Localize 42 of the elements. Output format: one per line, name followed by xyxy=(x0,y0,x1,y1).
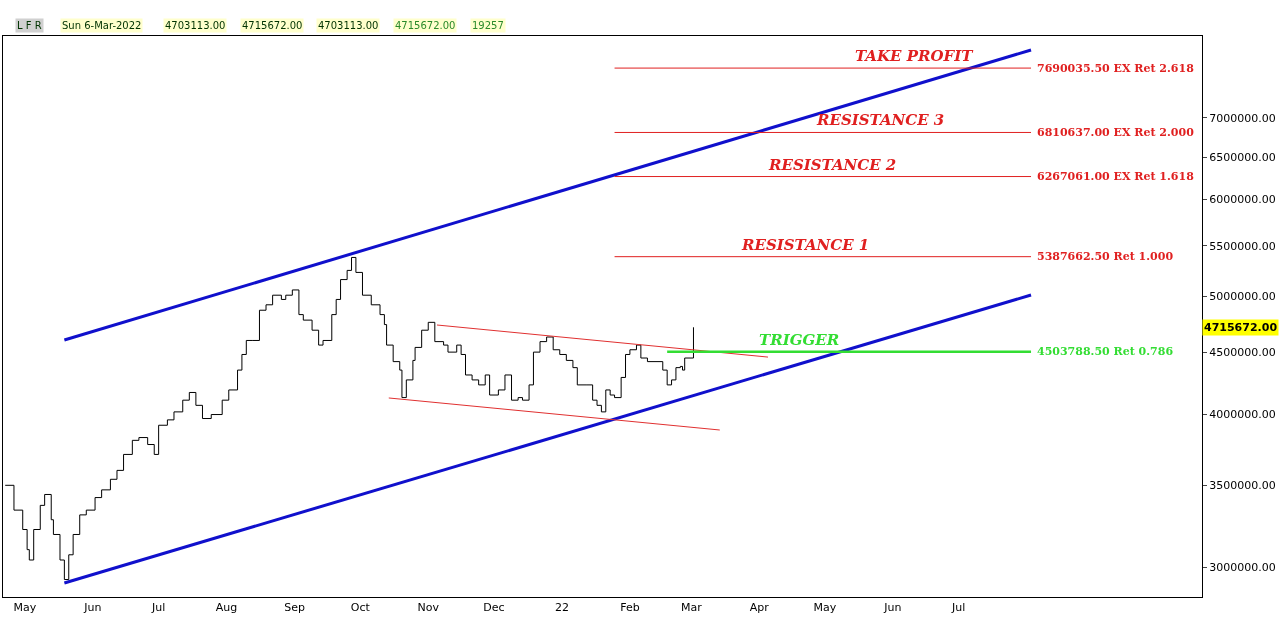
y-tick-label: 4000000.00 xyxy=(1209,408,1276,422)
y-tick-label: 3000000.00 xyxy=(1209,560,1276,574)
x-tick-label: Apr xyxy=(749,601,770,615)
text: 4715672.00 xyxy=(1204,321,1278,334)
x-tick-label: Mar xyxy=(680,601,703,615)
series-label: 6810637.00 EX Ret 2.000 xyxy=(1037,126,1195,139)
annotation: RESISTANCE 1 xyxy=(741,236,870,254)
x-tick-label: Feb xyxy=(620,601,640,615)
series-label: 7690035.50 EX Ret 2.618 xyxy=(1037,62,1195,75)
x-tick-label: May xyxy=(13,601,37,615)
series-label: 5387662.50 Ret 1.000 xyxy=(1037,250,1174,263)
annotation: RESISTANCE 3 xyxy=(816,111,945,129)
x-tick-label: Aug xyxy=(215,601,238,615)
x-tick-label: Sep xyxy=(284,601,305,615)
text: 4703113.00 xyxy=(318,20,379,31)
x-tick-label: Jun xyxy=(883,601,902,615)
text: L F R xyxy=(17,20,42,31)
x-tick-label: Jul xyxy=(951,601,966,615)
x-tick-label: May xyxy=(813,601,837,615)
x-tick-label: 22 xyxy=(554,601,569,615)
y-tick-label: 3500000.00 xyxy=(1209,479,1276,493)
x-tick-label: Nov xyxy=(417,601,440,615)
text: 19257 xyxy=(472,20,504,31)
annotation: RESISTANCE 2 xyxy=(768,156,897,174)
y-tick-label: 6000000.00 xyxy=(1209,193,1276,207)
y-tick-label: 4500000.00 xyxy=(1209,345,1276,359)
series-label: 4503788.50 Ret 0.786 xyxy=(1037,345,1174,358)
text: 4703113.00 xyxy=(165,20,226,31)
y-tick-label: 7000000.00 xyxy=(1209,111,1276,125)
y-tick-label: 5500000.00 xyxy=(1209,239,1276,253)
x-tick-label: Oct xyxy=(350,601,371,615)
text: 4715672.00 xyxy=(242,20,303,31)
x-tick-label: Dec xyxy=(483,601,505,615)
text: Sun 6-Mar-2022 xyxy=(62,20,142,31)
x-tick-label: Jun xyxy=(83,601,102,615)
annotation: TRIGGER xyxy=(759,331,840,349)
series-label: 6267061.00 EX Ret 1.618 xyxy=(1037,170,1195,183)
y-tick-label: 6500000.00 xyxy=(1209,151,1276,165)
annotation: TAKE PROFIT xyxy=(855,47,975,65)
text: 4715672.00 xyxy=(395,20,456,31)
y-tick-label: 5000000.00 xyxy=(1209,290,1276,304)
x-tick-label: Jul xyxy=(150,601,166,615)
